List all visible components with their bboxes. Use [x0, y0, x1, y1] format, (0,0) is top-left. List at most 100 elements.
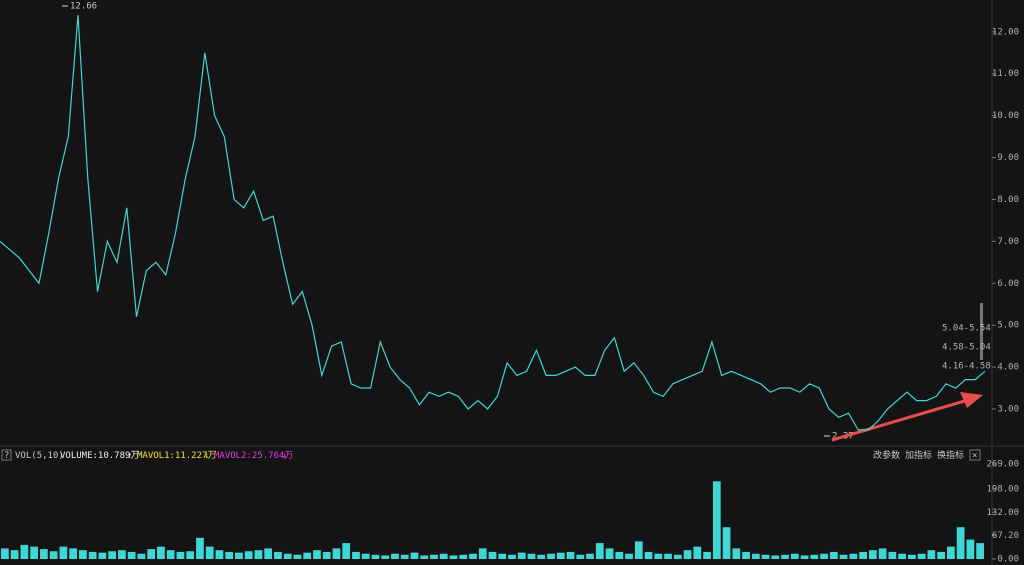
volume-bar	[800, 555, 809, 559]
volume-bar	[137, 553, 146, 559]
volume-bar	[917, 553, 926, 559]
volume-bar	[907, 554, 916, 559]
volume-bar	[391, 553, 399, 559]
annotation: 4.58-5.04	[942, 343, 991, 353]
volume-bar	[166, 550, 175, 559]
volume-bar	[771, 555, 780, 559]
volume-bar	[898, 553, 906, 559]
button[interactable]: 改参数	[873, 449, 900, 461]
volume-bar	[449, 555, 458, 559]
volume-bar	[371, 554, 380, 559]
volume-bar	[488, 551, 497, 559]
volume-bar	[966, 539, 975, 559]
volume-bar	[556, 552, 565, 559]
volume-bar	[69, 548, 78, 559]
volume-bar	[878, 548, 887, 559]
volume-bar	[888, 551, 897, 559]
volume-bar	[108, 551, 117, 559]
close-label: ×	[972, 451, 977, 461]
annotation: 12.66	[70, 2, 97, 12]
volume-bar	[820, 553, 828, 559]
volume-bar	[644, 551, 653, 559]
volume-bar	[566, 551, 575, 559]
volume-bar	[605, 548, 614, 559]
volume-bar	[508, 554, 516, 559]
y-tick-label: 5.00	[997, 321, 1019, 331]
volume-bar	[10, 550, 19, 559]
down-arrow: ↓	[282, 451, 287, 461]
volume-bar	[849, 553, 858, 559]
volume-label: VOLUME:10.789万	[60, 451, 139, 461]
volume-bar	[30, 546, 39, 559]
volume-bar	[342, 543, 351, 559]
y-tick-label: 269.00	[986, 460, 1019, 470]
volume-bar	[313, 550, 321, 559]
annotation: 4.16-4.58	[942, 362, 991, 372]
volume-bar	[810, 554, 819, 559]
volume-bar	[586, 553, 594, 559]
volume-bar	[40, 549, 48, 559]
mavol2-label: MAVOL2:25.764万	[214, 451, 293, 461]
down-arrow: ↓	[204, 451, 209, 461]
volume-bar	[157, 546, 165, 559]
indicator-title: VOL(5,10)	[15, 451, 64, 461]
volume-bar	[274, 551, 282, 559]
volume-bar	[254, 550, 263, 559]
volume-bar	[410, 552, 419, 559]
volume-bar	[420, 555, 429, 559]
volume-bar	[927, 550, 936, 559]
volume-bar	[790, 553, 799, 559]
volume-bar	[712, 481, 721, 559]
volume-bar	[634, 541, 643, 559]
volume-bar	[654, 553, 663, 559]
volume-bar	[683, 550, 692, 559]
y-tick-label: 3.00	[997, 404, 1019, 414]
volume-bar	[439, 553, 448, 559]
volume-bar	[761, 554, 770, 559]
volume-bar	[517, 552, 526, 559]
y-tick-label: 0.00	[997, 554, 1019, 564]
volume-bar	[186, 551, 195, 559]
mavol1-label: MAVOL1:11.227万	[137, 451, 216, 461]
volume-bar	[400, 554, 409, 559]
volume-bar	[235, 552, 243, 559]
volume-bar	[264, 548, 273, 559]
volume-bar	[751, 553, 760, 559]
volume-bar	[956, 527, 965, 559]
volume-bar	[781, 554, 789, 559]
volume-bar	[868, 550, 877, 559]
volume-bar	[946, 546, 955, 559]
close-button[interactable]	[969, 449, 981, 461]
volume-bar	[498, 553, 507, 559]
volume-bar	[215, 550, 224, 559]
volume-bar	[147, 549, 156, 559]
y-tick-label: 8.00	[997, 195, 1019, 205]
volume-bar	[98, 552, 107, 559]
volume-bar	[742, 551, 750, 559]
volume-bar	[732, 548, 741, 559]
volume-bar	[381, 555, 390, 559]
arrow-head	[960, 392, 983, 408]
volume-bar	[361, 553, 370, 559]
button[interactable]: 换指标	[937, 449, 964, 461]
volume-bar	[322, 551, 331, 559]
help-icon[interactable]	[1, 449, 12, 461]
volume-bar	[196, 537, 204, 559]
trend-arrow	[831, 398, 969, 442]
volume-bar	[478, 548, 487, 559]
volume-bar	[293, 554, 302, 559]
volume-bar	[176, 551, 185, 559]
volume-bar	[79, 550, 87, 559]
volume-bar	[722, 527, 731, 559]
volume-bar	[225, 551, 234, 559]
volume-bar	[839, 554, 848, 559]
price-line	[0, 15, 986, 431]
volume-bar	[537, 554, 546, 559]
volume-bar	[547, 553, 555, 559]
volume-bar	[303, 552, 312, 559]
volume-bar	[469, 553, 477, 559]
volume-bar	[527, 553, 536, 559]
button[interactable]: 加指标	[905, 449, 932, 461]
y-tick-label: 10.00	[992, 111, 1019, 121]
